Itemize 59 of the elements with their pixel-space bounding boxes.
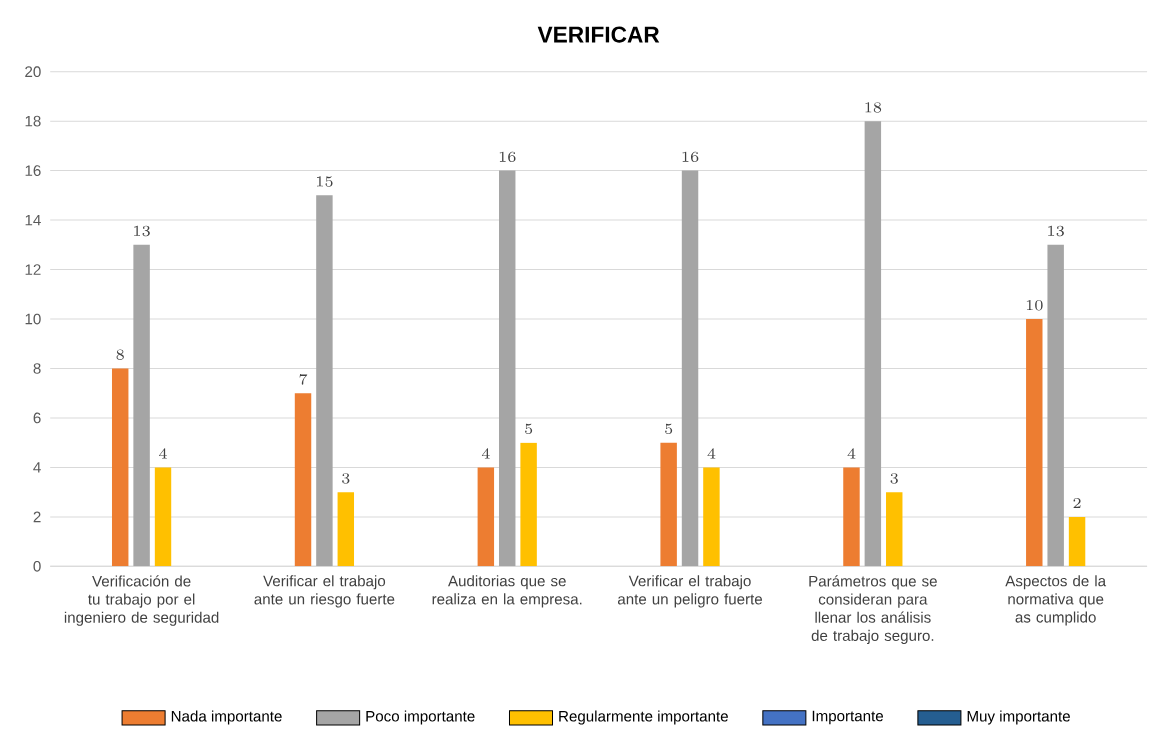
bar [133, 244, 150, 567]
bar [660, 442, 677, 567]
data-label: 7 [299, 373, 308, 385]
bar [886, 491, 903, 567]
data-label: 4 [481, 448, 490, 459]
bar [154, 467, 172, 567]
data-label: 4 [847, 448, 856, 459]
bar [499, 170, 516, 567]
chart-title: VERIFICAR [537, 26, 660, 43]
y-tick-label: 16 [25, 165, 41, 176]
x-tick-label: Parámetros que se consideran para llenar los análisis de trabajo seguro. [809, 575, 937, 644]
data-label: 15 [316, 176, 333, 187]
x-tick-label: Aspectos de la normativa que as cumplido [1005, 575, 1107, 626]
data-label: 4 [707, 448, 716, 459]
y-tick-label: 14 [25, 214, 41, 226]
legend-label: Muy importante [967, 710, 1070, 725]
y-tick-label: 2 [33, 511, 41, 523]
legend-label: Importante [812, 710, 884, 725]
data-label: 2 [1073, 497, 1081, 508]
y-tick-label: 10 [25, 313, 41, 325]
bar [316, 195, 333, 567]
data-label: 8 [116, 349, 124, 360]
y-tick-label: 12 [25, 264, 41, 275]
bar [681, 170, 699, 567]
data-label: 16 [499, 151, 516, 162]
data-label: 16 [682, 151, 699, 162]
data-label: 10 [1026, 299, 1043, 311]
y-tick-label: 0 [33, 560, 41, 572]
bar [337, 491, 355, 567]
x-tick-label: Verificación de tu trabajo por el ingeniero de seguridad [64, 575, 219, 626]
bar [843, 467, 860, 567]
data-label: 5 [665, 423, 673, 434]
data-label: 4 [159, 448, 167, 459]
y-tick-label: 6 [33, 412, 41, 424]
x-tick-label: Verificar el trabajo ante un riesgo fuerte [254, 575, 395, 608]
data-label: 3 [890, 473, 898, 484]
bar [111, 368, 129, 567]
data-label: 5 [525, 423, 533, 434]
legend-label: Nada importante [171, 710, 282, 725]
x-tick-label: Verificar el trabajo ante un peligro fuerte [617, 575, 763, 608]
bar [477, 467, 495, 567]
data-label: 13 [134, 225, 150, 237]
legend-label: Poco importante [366, 710, 475, 725]
y-tick-label: 8 [33, 362, 41, 374]
y-tick-label: 20 [25, 66, 41, 77]
bar [520, 442, 537, 567]
data-label: 13 [1048, 225, 1064, 237]
data-label: 3 [342, 473, 350, 484]
bar [1047, 244, 1064, 567]
x-tick-label: Auditorias que se realiza en la empresa. [432, 575, 582, 608]
bar [864, 120, 882, 567]
bar [294, 393, 312, 567]
bar [703, 467, 720, 567]
data-label: 18 [865, 102, 882, 113]
bar [1068, 516, 1086, 567]
y-tick-label: 4 [33, 462, 41, 473]
y-tick-label: 18 [25, 115, 41, 127]
bar [1026, 318, 1043, 567]
legend-label: Regularmente importante [559, 710, 728, 725]
